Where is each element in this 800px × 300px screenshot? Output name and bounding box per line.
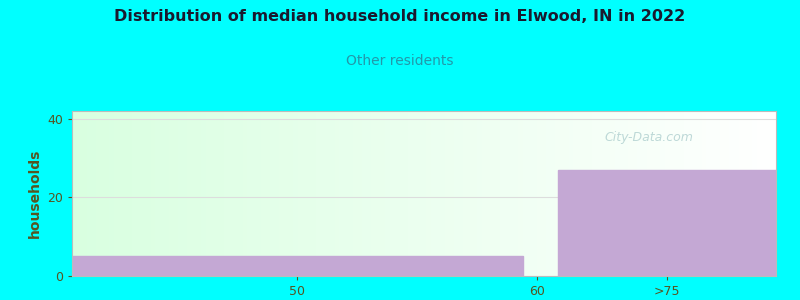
Y-axis label: households: households xyxy=(27,149,42,238)
Text: Distribution of median household income in Elwood, IN in 2022: Distribution of median household income … xyxy=(114,9,686,24)
Bar xyxy=(72,256,522,276)
Text: Other residents: Other residents xyxy=(346,54,454,68)
Text: City-Data.com: City-Data.com xyxy=(605,131,694,144)
Bar xyxy=(558,170,776,276)
